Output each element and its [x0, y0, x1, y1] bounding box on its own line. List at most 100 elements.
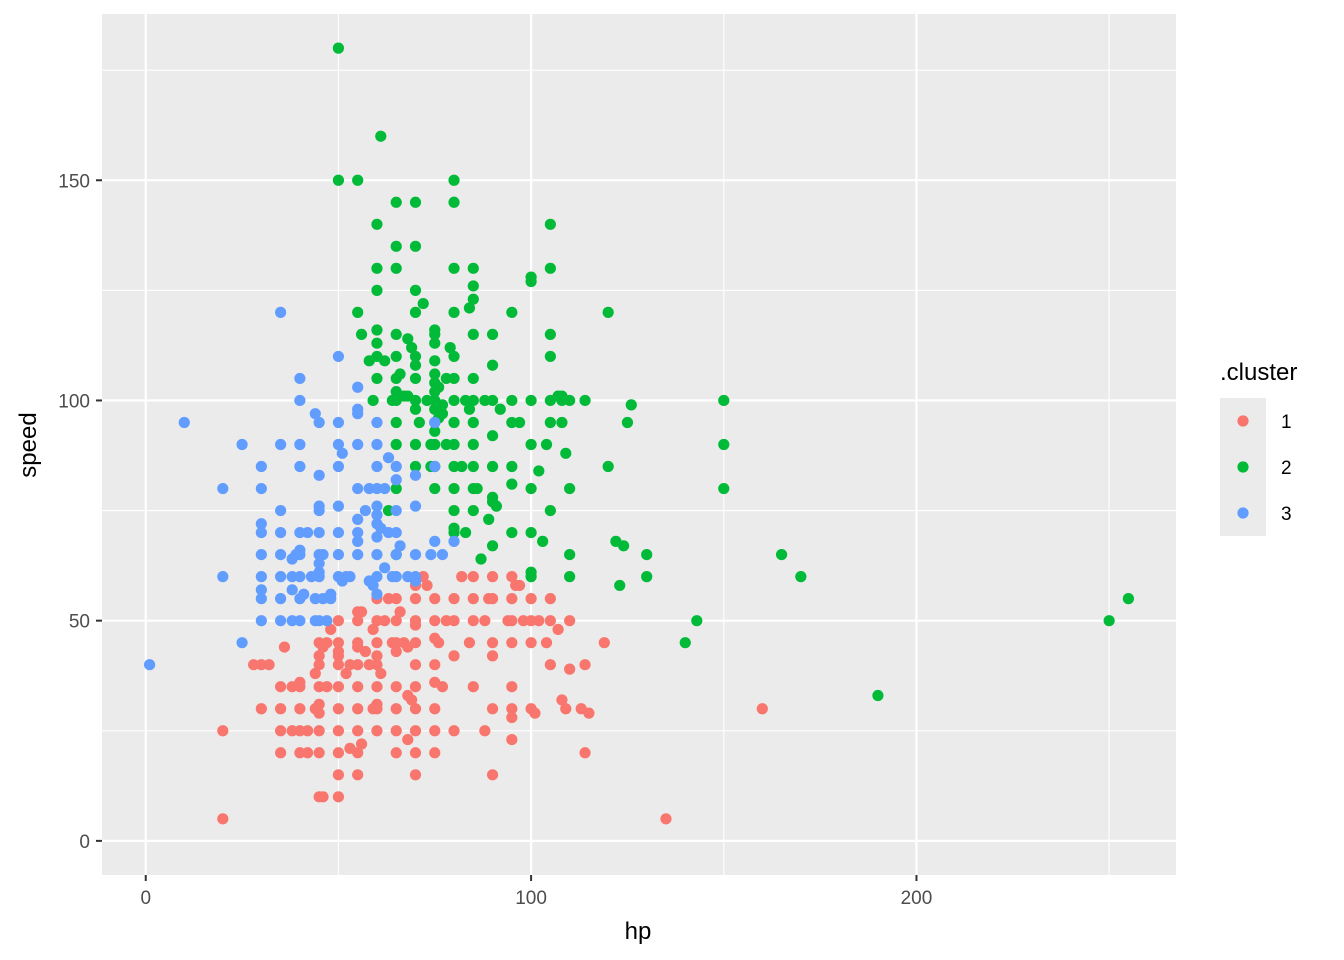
data-point-cluster-3	[286, 615, 298, 627]
data-point-cluster-3	[359, 504, 371, 517]
data-point-cluster-2	[409, 438, 422, 451]
data-point-cluster-1	[486, 703, 499, 715]
x-tick-label: 200	[901, 888, 933, 909]
data-point-cluster-3	[390, 474, 402, 486]
data-point-cluster-3	[409, 571, 422, 583]
data-point-cluster-2	[486, 540, 499, 552]
data-point-cluster-3	[390, 549, 402, 561]
data-point-cluster-3	[236, 637, 248, 649]
data-point-cluster-1	[286, 725, 298, 737]
data-point-cluster-2	[525, 482, 537, 495]
data-point-cluster-2	[390, 350, 402, 363]
data-point-cluster-1	[332, 681, 345, 693]
data-point-cluster-3	[309, 593, 321, 605]
y-tick-label: 50	[69, 612, 90, 633]
data-point-cluster-2	[486, 394, 499, 407]
data-point-cluster-1	[429, 725, 441, 737]
data-point-cluster-1	[301, 725, 314, 737]
data-point-cluster-2	[467, 372, 479, 385]
data-point-cluster-1	[332, 645, 345, 658]
data-point-cluster-1	[352, 769, 364, 781]
data-point-cluster-3	[332, 460, 345, 473]
data-point-cluster-2	[506, 306, 518, 318]
data-point-cluster-3	[363, 482, 375, 495]
data-point-cluster-1	[278, 641, 291, 653]
data-point-cluster-3	[371, 500, 383, 512]
y-tick-label: 150	[58, 171, 90, 192]
data-point-cluster-2	[371, 337, 383, 349]
data-point-cluster-1	[564, 615, 576, 627]
data-point-cluster-2	[795, 571, 807, 583]
data-point-cluster-2	[533, 465, 545, 477]
data-point-cluster-2	[413, 416, 425, 429]
data-point-cluster-3	[217, 571, 229, 583]
data-point-cluster-3	[313, 500, 325, 512]
data-point-cluster-2	[367, 394, 379, 407]
data-point-cluster-3	[409, 549, 422, 561]
data-point-cluster-1	[433, 637, 445, 649]
data-point-cluster-3	[344, 571, 356, 583]
data-point-cluster-2	[429, 438, 441, 451]
data-point-cluster-3	[255, 460, 267, 473]
data-point-cluster-3	[382, 452, 395, 464]
data-point-cluster-1	[390, 637, 402, 649]
data-point-cluster-3	[255, 526, 267, 539]
data-point-cluster-1	[436, 681, 449, 693]
data-point-cluster-2	[602, 460, 614, 473]
data-point-cluster-2	[679, 637, 691, 649]
data-point-cluster-1	[429, 703, 441, 715]
data-point-cluster-1	[371, 615, 383, 627]
x-axis-title: hp	[625, 918, 652, 945]
data-point-cluster-2	[409, 350, 422, 363]
data-point-cluster-1	[544, 593, 556, 605]
data-point-cluster-1	[506, 703, 518, 715]
data-point-cluster-2	[463, 403, 476, 415]
data-point-cluster-3	[352, 549, 364, 561]
data-point-cluster-2	[475, 553, 487, 565]
data-point-cluster-3	[352, 535, 364, 547]
data-point-cluster-3	[409, 469, 422, 481]
data-point-cluster-1	[390, 747, 402, 759]
data-point-cluster-2	[494, 403, 506, 415]
data-point-cluster-1	[352, 659, 364, 671]
data-point-cluster-1	[402, 733, 414, 746]
data-point-cluster-1	[275, 681, 287, 693]
data-point-cluster-1	[390, 593, 402, 605]
data-point-cluster-3	[294, 460, 306, 473]
data-point-cluster-3	[448, 535, 460, 547]
data-point-cluster-1	[275, 725, 287, 737]
data-point-cluster-2	[525, 566, 537, 578]
data-point-cluster-2	[355, 328, 368, 340]
data-point-cluster-1	[756, 703, 768, 715]
data-point-cluster-1	[313, 747, 325, 759]
data-point-cluster-3	[321, 615, 333, 627]
data-point-cluster-1	[409, 725, 422, 737]
data-point-cluster-2	[371, 324, 383, 336]
data-point-cluster-2	[625, 399, 637, 411]
data-point-cluster-2	[390, 328, 402, 340]
data-point-cluster-1	[390, 645, 402, 658]
data-point-cluster-2	[352, 306, 364, 318]
data-point-cluster-2	[459, 394, 472, 407]
data-point-cluster-2	[540, 438, 553, 451]
data-point-cluster-3	[217, 482, 229, 495]
data-point-cluster-1	[486, 593, 499, 605]
data-point-cluster-2	[467, 280, 479, 292]
legend-key-dot	[1237, 415, 1249, 427]
legend-key-dot	[1237, 461, 1249, 473]
data-point-cluster-2	[483, 513, 495, 525]
data-point-cluster-2	[486, 491, 499, 503]
data-point-cluster-3	[367, 579, 379, 592]
data-point-cluster-2	[406, 342, 418, 354]
data-point-cluster-1	[463, 637, 476, 649]
data-point-cluster-2	[459, 526, 472, 539]
legend-key-dot	[1237, 507, 1249, 519]
data-point-cluster-1	[344, 659, 356, 671]
data-point-cluster-1	[409, 593, 422, 605]
data-point-cluster-2	[448, 460, 460, 473]
data-point-cluster-3	[178, 416, 190, 429]
data-point-cluster-2	[490, 500, 503, 512]
data-point-cluster-1	[352, 725, 364, 737]
data-point-cluster-2	[448, 522, 460, 534]
data-point-cluster-3	[294, 372, 306, 385]
